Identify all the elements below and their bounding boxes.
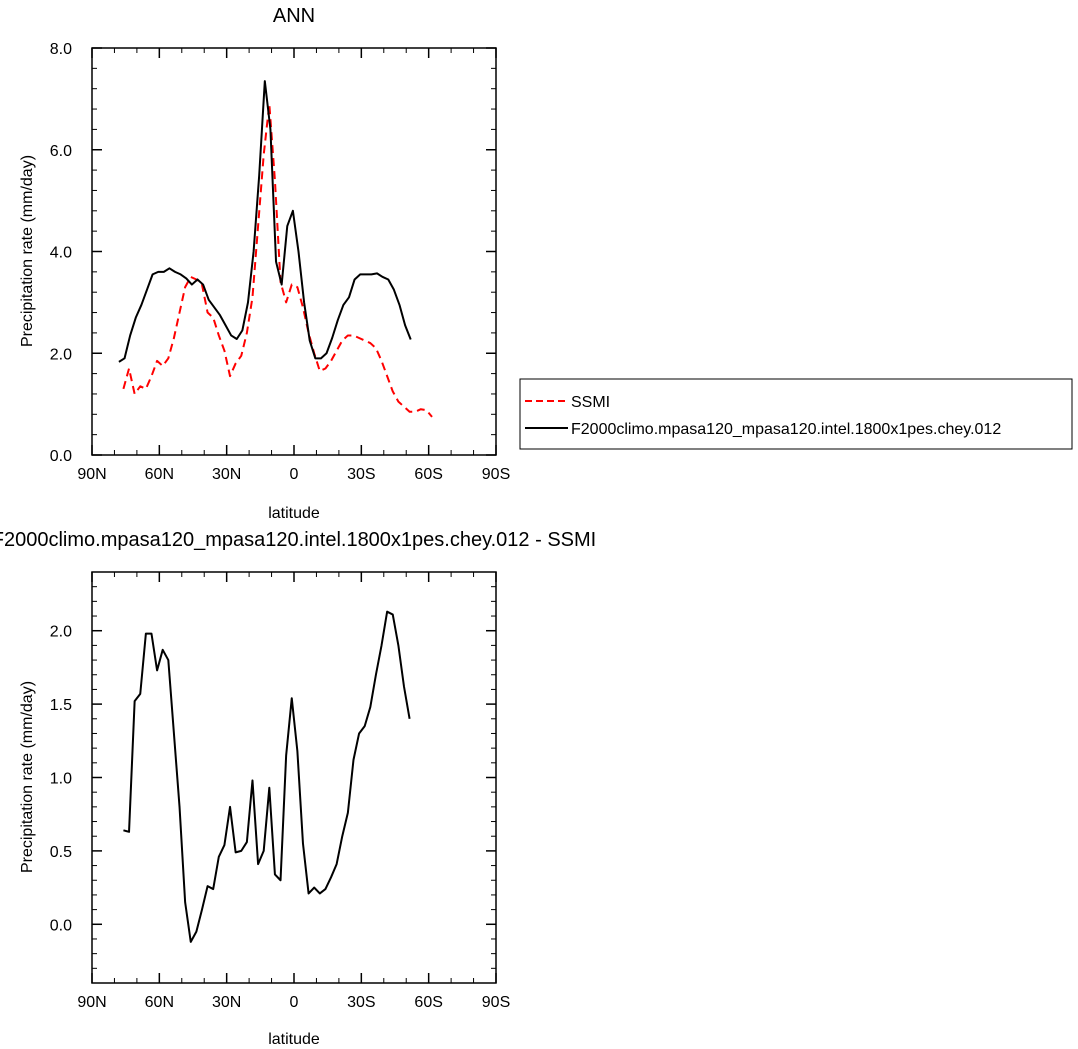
top-chart-y-tick-label: 0.0 xyxy=(50,448,72,465)
top-chart-x-tick-label: 30N xyxy=(212,466,241,483)
top-chart-x-tick-label: 60S xyxy=(414,466,442,483)
top-chart-x-tick-label: 30S xyxy=(347,466,375,483)
top-chart-y-axis-label: Precipitation rate (mm/day) xyxy=(19,155,36,347)
top-chart-plot-area xyxy=(118,80,433,418)
bottom-chart-x-tick-label: 90N xyxy=(77,994,106,1011)
top-chart-x-tick-label: 0 xyxy=(290,466,299,483)
bottom-chart-x-tick-label: 30S xyxy=(347,994,375,1011)
bottom-chart-y-tick-label: 0.5 xyxy=(50,844,72,861)
bottom-chart-x-axis-label: latitude xyxy=(268,1031,320,1048)
bottom-chart-x-tick-label: 60S xyxy=(414,994,442,1011)
bottom-chart-y-tick-label: 2.0 xyxy=(50,624,72,641)
top-chart-x-axis-label: latitude xyxy=(268,505,320,522)
bottom-chart-panel: F2000climo.mpasa120_mpasa120.intel.1800x… xyxy=(0,529,596,1048)
top-chart-title: ANN xyxy=(273,5,315,27)
bottom-chart-x-tick-label: 90S xyxy=(482,994,510,1011)
bottom-chart-axes: 90N 60N 30N 0 30S 60S 90S 0.0 0.5 1.0 1.5 2.0 xyxy=(50,571,510,1011)
top-chart-series-f2000climo-mpasa120-mpas-line xyxy=(118,80,412,363)
legend-box xyxy=(519,378,1073,450)
top-chart-y-tick-label: 8.0 xyxy=(50,41,72,58)
legend-ssmi-label: SSMI xyxy=(571,394,610,411)
top-chart-x-tick-label: 90S xyxy=(482,466,510,483)
bottom-chart-plot-area xyxy=(123,610,411,943)
bottom-chart-series-difference-line xyxy=(123,610,411,943)
top-chart-y-tick-label: 6.0 xyxy=(50,143,72,160)
bottom-chart-y-axis-label: Precipitation rate (mm/day) xyxy=(19,681,36,873)
top-chart-y-tick-label: 4.0 xyxy=(50,245,72,262)
bottom-chart-y-tick-label: 1.0 xyxy=(50,771,72,788)
top-chart-series-ssmi-line xyxy=(122,102,433,418)
top-chart-axes: 90N 60N 30N 0 30S 60S 90S 0.0 2.0 4.0 6.0 8.0 xyxy=(50,41,510,483)
bottom-chart-y-tick-label: 1.5 xyxy=(50,697,72,714)
top-chart-x-tick-label: 90N xyxy=(77,466,106,483)
bottom-chart-title: F2000climo.mpasa120_mpasa120.intel.1800x… xyxy=(0,529,596,551)
top-chart-legend: SSMI F2000climo.mpasa120_mpasa120.intel.… xyxy=(519,378,1073,450)
top-chart-x-tick-label: 60N xyxy=(145,466,174,483)
legend-model-label: F2000climo.mpasa120_mpasa120.intel.1800x… xyxy=(571,421,1001,438)
bottom-chart-y-tick-label: 0.0 xyxy=(50,917,72,934)
bottom-chart-x-tick-label: 0 xyxy=(290,994,299,1011)
bottom-chart-x-tick-label: 60N xyxy=(145,994,174,1011)
top-chart-panel: ANN 90N 60N 30N 0 30S 60S 90S 0.0 2.0 4.0 6.0 8.0 l… xyxy=(19,5,510,522)
bottom-chart-x-tick-label: 30N xyxy=(212,994,241,1011)
top-chart-y-tick-label: 2.0 xyxy=(50,346,72,363)
